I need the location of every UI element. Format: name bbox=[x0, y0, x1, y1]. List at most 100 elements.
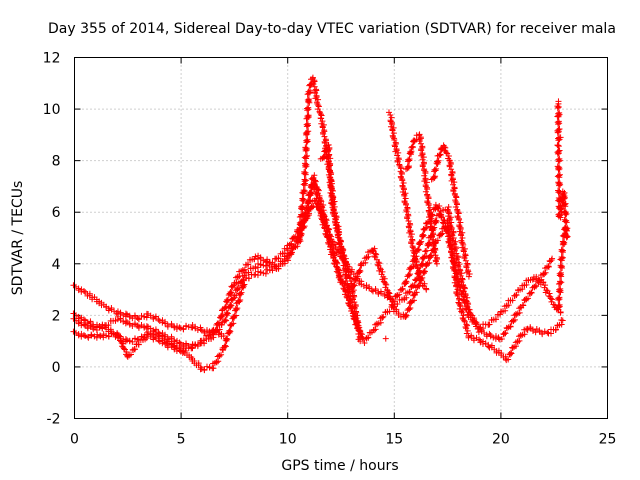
x-tick-label: 15 bbox=[385, 432, 403, 448]
data-point bbox=[407, 221, 414, 228]
data-point bbox=[447, 214, 454, 221]
data-point bbox=[556, 126, 563, 133]
data-point bbox=[394, 300, 401, 307]
data-point bbox=[252, 263, 259, 270]
data-point bbox=[78, 330, 85, 337]
data-point bbox=[138, 333, 145, 340]
data-point bbox=[287, 240, 294, 247]
data-point bbox=[545, 263, 552, 270]
data-point bbox=[541, 328, 548, 335]
data-point bbox=[355, 331, 362, 338]
data-point bbox=[330, 253, 337, 260]
data-point bbox=[433, 218, 440, 225]
x-tick-label: 0 bbox=[70, 432, 79, 448]
data-point bbox=[406, 306, 413, 313]
data-point bbox=[451, 185, 458, 192]
data-point bbox=[135, 336, 142, 343]
data-point bbox=[507, 349, 514, 356]
data-point bbox=[399, 285, 406, 292]
data-point bbox=[200, 337, 207, 344]
data-point bbox=[416, 274, 423, 281]
data-point bbox=[556, 294, 563, 301]
data-point bbox=[313, 87, 320, 94]
data-point bbox=[222, 303, 229, 310]
y-tick-label: 6 bbox=[52, 205, 61, 221]
data-point bbox=[376, 260, 383, 267]
data-point bbox=[88, 332, 95, 339]
data-point bbox=[327, 244, 334, 251]
data-point bbox=[461, 299, 468, 306]
data-point bbox=[555, 203, 562, 210]
data-point bbox=[528, 289, 535, 296]
data-point bbox=[464, 311, 471, 318]
data-point bbox=[430, 236, 437, 243]
data-point bbox=[401, 199, 408, 206]
data-point bbox=[335, 226, 342, 233]
data-point bbox=[436, 151, 443, 158]
data-point bbox=[408, 231, 415, 238]
data-point bbox=[457, 219, 464, 226]
data-point bbox=[298, 218, 305, 225]
data-point bbox=[316, 195, 323, 202]
data-point bbox=[389, 133, 396, 140]
data-point bbox=[262, 270, 269, 277]
data-point bbox=[353, 315, 360, 322]
data-point bbox=[351, 305, 358, 312]
data-point bbox=[424, 186, 431, 193]
data-point bbox=[210, 334, 217, 341]
data-point bbox=[507, 323, 514, 330]
data-point bbox=[377, 265, 384, 272]
data-point bbox=[333, 263, 340, 270]
data-point bbox=[456, 223, 463, 230]
data-point bbox=[378, 290, 385, 297]
data-point bbox=[415, 246, 422, 253]
data-point bbox=[556, 278, 563, 285]
data-point bbox=[444, 207, 451, 214]
data-point bbox=[451, 191, 458, 198]
data-point bbox=[305, 204, 312, 211]
data-point bbox=[417, 240, 424, 247]
data-point bbox=[421, 167, 428, 174]
data-point bbox=[439, 230, 446, 237]
data-point bbox=[454, 207, 461, 214]
data-point bbox=[320, 121, 327, 128]
x-tick-label: 20 bbox=[492, 432, 510, 448]
data-point bbox=[311, 83, 318, 90]
data-point bbox=[307, 188, 314, 195]
data-point bbox=[455, 263, 462, 270]
data-point bbox=[312, 178, 319, 185]
data-point bbox=[452, 204, 459, 211]
data-point bbox=[180, 326, 187, 333]
data-point bbox=[305, 112, 312, 119]
data-point bbox=[446, 226, 453, 233]
data-point bbox=[141, 334, 148, 341]
data-point bbox=[403, 278, 410, 285]
data-point bbox=[532, 329, 539, 336]
data-point bbox=[406, 224, 413, 231]
data-point bbox=[354, 319, 361, 326]
data-point bbox=[327, 189, 334, 196]
y-tick-label: -2 bbox=[47, 412, 61, 428]
data-point bbox=[449, 176, 456, 183]
data-point bbox=[127, 351, 134, 358]
data-point bbox=[536, 328, 543, 335]
data-point bbox=[556, 270, 563, 277]
data-point bbox=[459, 229, 466, 236]
data-point bbox=[409, 143, 416, 150]
data-point bbox=[555, 148, 562, 155]
data-point bbox=[333, 268, 340, 275]
data-point bbox=[452, 277, 459, 284]
data-point bbox=[103, 332, 110, 339]
data-point bbox=[530, 327, 537, 334]
data-point bbox=[455, 210, 462, 217]
data-point bbox=[392, 143, 399, 150]
x-tick-label: 5 bbox=[177, 432, 186, 448]
data-point bbox=[304, 136, 311, 143]
data-point bbox=[422, 176, 429, 183]
data-point bbox=[542, 269, 549, 276]
data-point bbox=[430, 243, 437, 250]
data-point bbox=[238, 289, 245, 296]
data-point bbox=[353, 275, 360, 282]
data-point bbox=[410, 252, 417, 259]
